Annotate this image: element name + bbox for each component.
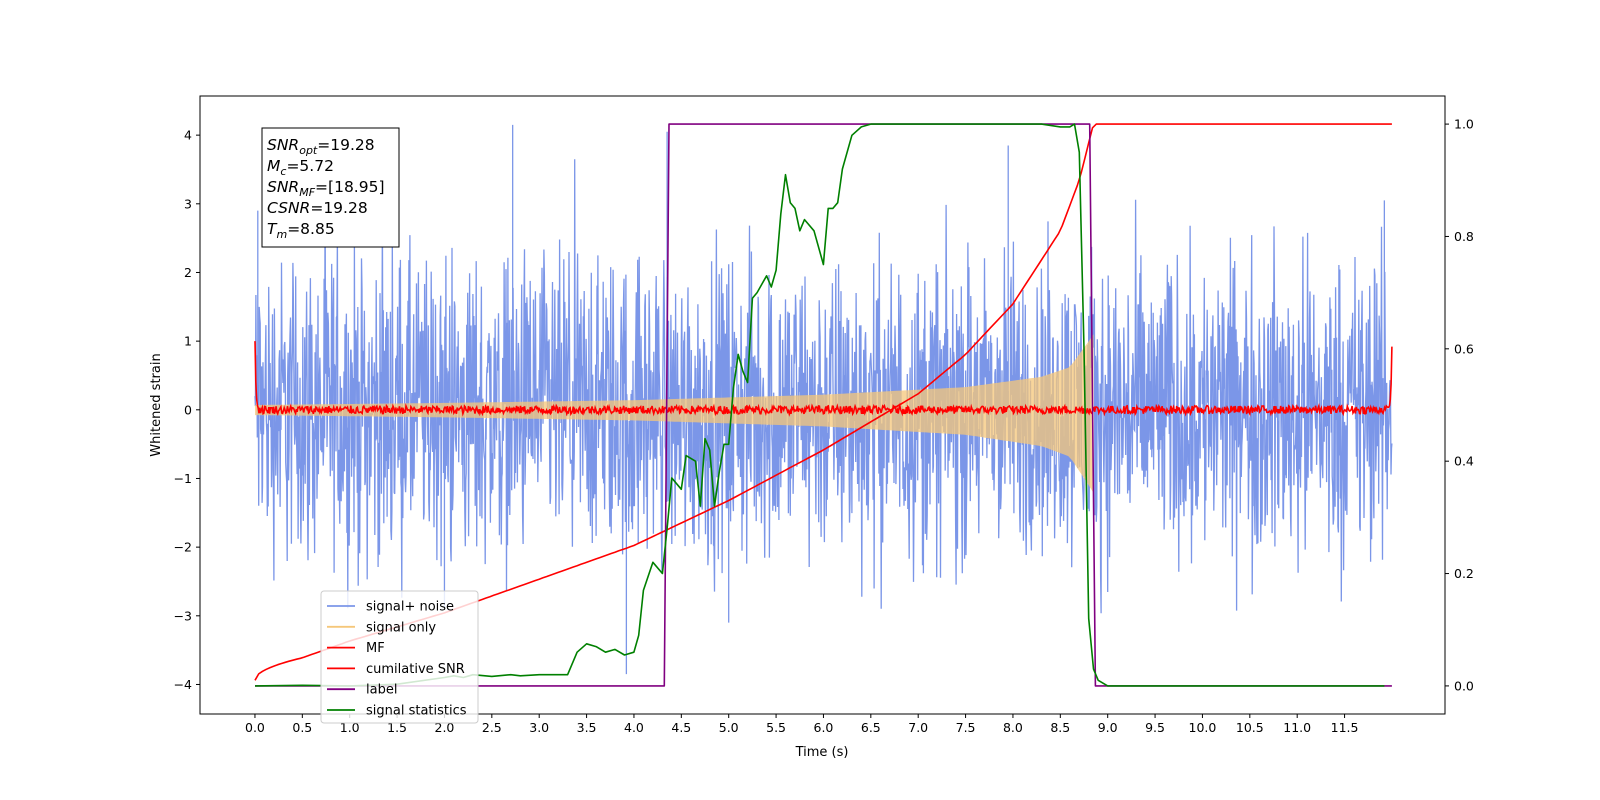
x-tick-label: 6.0 [814, 720, 834, 735]
y-right-tick-label: 1.0 [1454, 117, 1474, 132]
x-axis: 0.0 0.5 1.0 1.5 2.0 2.5 3.0 3.5 4.0 4.5 5.0 5.5 6.0 6… [245, 714, 1358, 735]
y-right-tick-label: 0.6 [1454, 341, 1474, 356]
annotation-symbol: SNR [267, 136, 299, 154]
y-axis-label: Whitened strain [149, 353, 164, 456]
legend-label: label [366, 683, 397, 698]
annotation-line: SNRMF=[18.95] [267, 178, 385, 199]
y-left-tick-label: −2 [174, 540, 192, 555]
y-left-tick-label: −4 [174, 677, 192, 692]
x-tick-label: 3.5 [577, 720, 597, 735]
annotation-symbol: CSNR [267, 199, 310, 217]
x-tick-label: 2.5 [482, 720, 502, 735]
legend-label: MF [366, 641, 385, 656]
x-tick-label: 9.0 [1098, 720, 1118, 735]
x-tick-label: 5.5 [766, 720, 786, 735]
x-tick-label: 10.0 [1189, 720, 1217, 735]
annotation-subscript: m [276, 228, 287, 241]
x-tick-label: 7.5 [956, 720, 976, 735]
y-right-tick-label: 0.8 [1454, 229, 1474, 244]
legend-label: cumilative SNR [366, 662, 465, 677]
annotation-line: Mc=5.72 [267, 157, 334, 178]
y-left-tick-label: −1 [174, 471, 192, 486]
annotation-subscript: opt [299, 144, 318, 157]
x-tick-label: 6.5 [861, 720, 881, 735]
y-left-tick-label: 4 [184, 128, 192, 143]
annotation-box: SNRopt=19.28Mc=5.72SNRMF=[18.95]CSNR=19.… [261, 127, 400, 248]
annotation-frame [261, 127, 400, 248]
annotation-subscript: MF [299, 186, 315, 199]
annotation-line: CSNR=19.28 [267, 199, 368, 217]
x-tick-label: 8.5 [1050, 720, 1070, 735]
annotation-line: SNRopt=19.28 [267, 136, 375, 157]
annotation-line: Tm=8.85 [267, 220, 335, 241]
x-tick-label: 8.0 [1003, 720, 1023, 735]
legend-frame [320, 590, 479, 724]
annotation-value: =8.85 [287, 220, 335, 238]
x-tick-label: 11.5 [1331, 720, 1359, 735]
series-mf [254, 341, 1393, 417]
x-tick-label: 3.0 [529, 720, 549, 735]
annotation-symbol: M [267, 157, 280, 175]
y-left-tick-label: 1 [184, 334, 192, 349]
x-tick-label: 4.5 [671, 720, 691, 735]
x-tick-label: 11.0 [1283, 720, 1311, 735]
y-left-tick-label: 0 [184, 402, 192, 417]
x-tick-label: 2.0 [435, 720, 455, 735]
series-signal-only [255, 334, 1094, 493]
x-tick-label: 9.5 [1145, 720, 1165, 735]
x-tick-label: 0.0 [245, 720, 265, 735]
annotation-value: =19.28 [317, 136, 374, 154]
annotation-symbol: SNR [267, 178, 299, 196]
x-tick-label: 5.0 [719, 720, 739, 735]
annotation-subscript: c [280, 165, 286, 178]
x-axis-label: Time (s) [795, 745, 849, 760]
legend-label: signal only [366, 620, 436, 635]
x-tick-label: 1.5 [387, 720, 407, 735]
series-signal-statistics [254, 123, 1385, 687]
y-right-axis: 0.0 0.2 0.4 0.6 0.8 1.0 [1445, 117, 1474, 693]
x-tick-label: 7.0 [908, 720, 928, 735]
x-tick-label: 10.5 [1236, 720, 1264, 735]
x-tick-label: 4.0 [624, 720, 644, 735]
y-left-tick-label: 3 [184, 196, 192, 211]
plot-frame [199, 95, 1446, 715]
annotation-symbol: T [267, 220, 278, 238]
y-left-tick-label: 2 [184, 265, 192, 280]
y-right-tick-label: 0.2 [1454, 566, 1474, 581]
annotation-value: =[18.95] [315, 178, 384, 196]
annotation-value: =19.28 [310, 199, 367, 217]
annotation-value: =5.72 [286, 157, 334, 175]
y-left-tick-label: −3 [174, 608, 192, 623]
legend-label: signal+ noise [366, 600, 454, 615]
y-right-tick-label: 0.4 [1454, 454, 1474, 469]
x-tick-label: 1.0 [340, 720, 360, 735]
y-right-tick-label: 0.0 [1454, 678, 1474, 693]
legend-label: signal statistics [366, 704, 467, 719]
legend: signal+ noise signal only MF cumilative SNR… [320, 590, 479, 724]
x-tick-label: 0.5 [292, 720, 312, 735]
y-left-axis: −4 −3 −2 −1 0 1 2 3 4 [174, 128, 200, 692]
